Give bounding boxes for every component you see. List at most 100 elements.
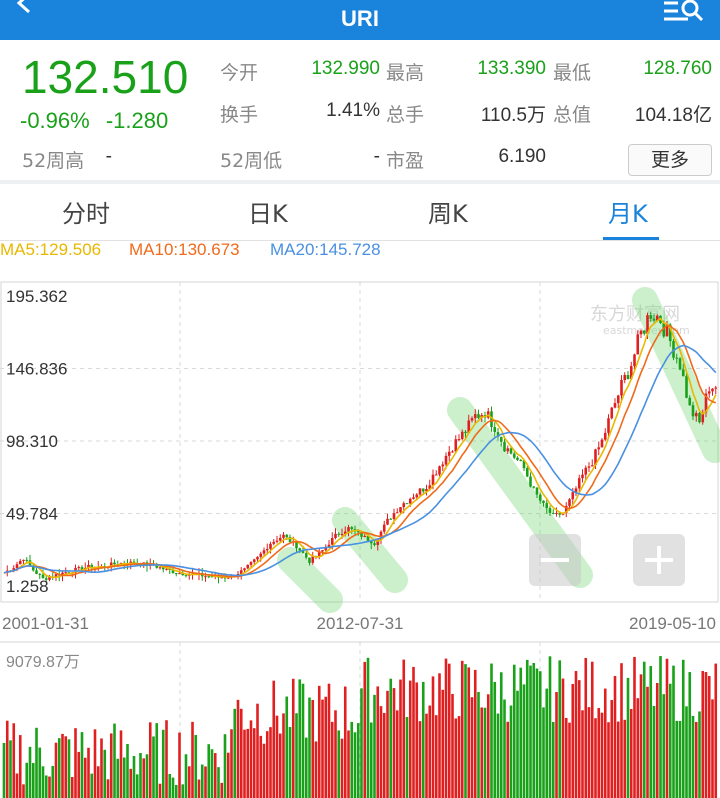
tab-daily-k[interactable]: 日K — [248, 200, 288, 228]
tab-weekly-k[interactable]: 周K — [428, 200, 468, 228]
volume-bar — [665, 658, 669, 798]
candle-body — [438, 466, 441, 475]
volume-bar — [499, 672, 503, 798]
candle-body — [304, 553, 308, 558]
period-tabs: 分时 日K 周K 月K — [0, 184, 720, 241]
candle-body — [473, 414, 477, 419]
volume-bar — [213, 753, 217, 798]
candle-body — [376, 539, 380, 545]
candle-body — [275, 540, 279, 542]
volume-bar — [220, 782, 224, 798]
candle-body — [516, 457, 519, 460]
candle-body — [493, 427, 497, 433]
volume-bar — [28, 746, 32, 798]
candle-body — [35, 570, 38, 574]
candle-body — [584, 467, 588, 475]
w52low-value: - — [373, 146, 380, 167]
volume-bar — [152, 736, 155, 798]
volume-bar — [441, 689, 445, 798]
volume-bar — [434, 715, 438, 798]
candle-body — [61, 572, 64, 576]
volume-bar — [126, 743, 129, 798]
candle-body — [223, 577, 227, 579]
volume-bar — [678, 720, 682, 798]
volume-bar — [51, 765, 55, 798]
volume-bar — [77, 751, 81, 798]
volume-bar — [633, 656, 636, 798]
volume-bar — [269, 727, 272, 798]
high-label: 最高 — [386, 62, 425, 84]
open-label: 今开 — [220, 62, 259, 84]
candle-body — [272, 541, 276, 544]
candle-body — [590, 465, 594, 467]
more-button[interactable]: 更多 — [628, 144, 712, 176]
volume-bar — [379, 706, 383, 798]
volume-bar — [278, 733, 282, 798]
volume-bar — [343, 686, 347, 798]
candle-body — [392, 513, 396, 519]
volume-bar — [142, 758, 146, 798]
candle-body — [18, 560, 22, 565]
volume-bar — [415, 682, 419, 798]
chevron-left-icon[interactable] — [14, 0, 36, 14]
volume-bar — [672, 665, 675, 798]
volume-bar — [685, 706, 688, 798]
volume-bar — [265, 731, 269, 798]
mktcap-label: 总值 — [553, 104, 592, 126]
volume-bar — [298, 679, 302, 798]
candle-body — [467, 420, 471, 434]
ma20-line — [3, 344, 717, 577]
candle-body — [399, 507, 402, 513]
volume-bar — [626, 677, 630, 798]
candle-body — [506, 448, 510, 452]
candle-body — [626, 375, 630, 380]
volume-bar — [467, 667, 471, 798]
candle-body — [386, 518, 389, 525]
zoom-out-button[interactable] — [529, 534, 581, 586]
volume-bar — [551, 721, 555, 798]
volume-bar — [590, 661, 594, 798]
volume-bar — [129, 768, 133, 798]
candle-body — [629, 366, 633, 380]
candle-body — [334, 533, 337, 539]
tab-intraday[interactable]: 分时 — [62, 200, 110, 228]
volume-bar — [620, 663, 623, 798]
volume-bar — [171, 777, 175, 798]
tab-monthly-k[interactable]: 月K — [608, 200, 648, 228]
volume-bar — [555, 691, 558, 798]
volume-bar — [688, 672, 692, 798]
volume-bar — [35, 727, 38, 798]
volume-bar — [636, 698, 640, 798]
minus-icon — [541, 558, 569, 562]
volume-bar — [327, 683, 331, 798]
volume-bar — [512, 664, 516, 798]
candle-body — [337, 533, 341, 535]
trend-highlight — [277, 547, 343, 613]
zoom-in-button[interactable] — [633, 534, 685, 586]
volume-bar — [438, 673, 441, 798]
candle-body — [535, 487, 539, 495]
volume-bar — [38, 747, 42, 798]
menu-search-icon[interactable] — [662, 0, 706, 22]
volume-bar — [675, 720, 679, 798]
volume-bar — [285, 696, 289, 798]
volume-bar — [425, 713, 428, 798]
candle-body — [31, 565, 35, 571]
volume-bar — [22, 784, 25, 798]
candle-body — [395, 512, 399, 514]
y-tick-label: 195.362 — [6, 287, 67, 306]
y-tick-label: 98.310 — [6, 432, 58, 451]
candle-body — [577, 478, 581, 489]
candle-body — [662, 322, 666, 337]
candle-body — [41, 574, 45, 579]
open-value: 132.990 — [311, 58, 380, 79]
candle-body — [538, 494, 542, 501]
volume-bar — [93, 729, 97, 798]
volume-bar — [691, 715, 695, 798]
high-value: 133.390 — [477, 58, 546, 79]
candle-body — [311, 556, 315, 563]
candle-body — [574, 488, 578, 493]
w52low-label: 52周低 — [220, 150, 283, 172]
candle-body — [519, 459, 523, 461]
